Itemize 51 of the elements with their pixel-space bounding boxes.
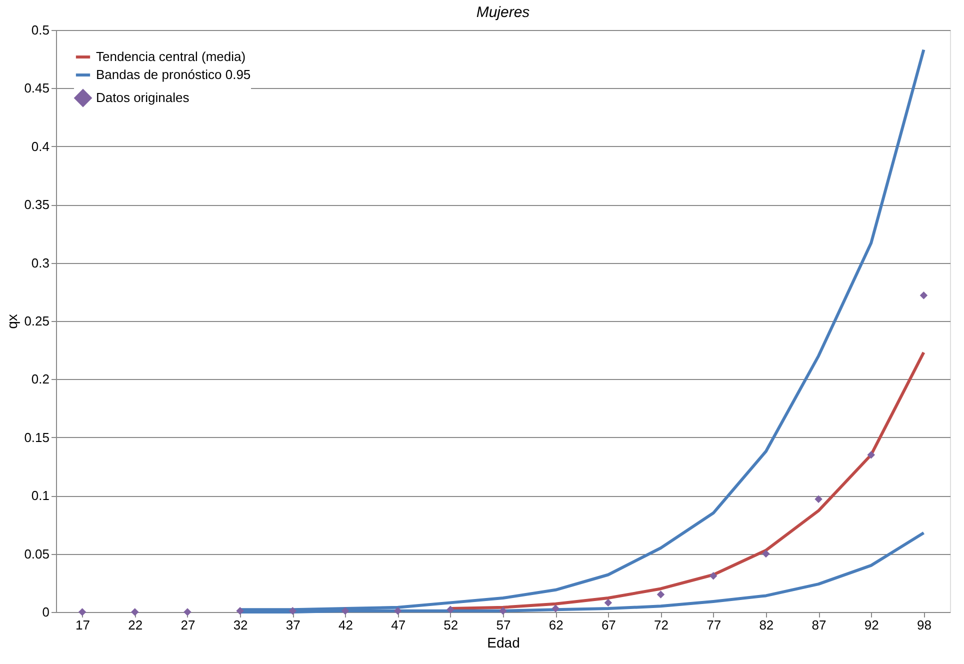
point <box>78 608 86 616</box>
point <box>656 590 665 598</box>
y-tick-label: 0.35 <box>24 197 50 212</box>
x-tick-label: 42 <box>338 618 353 632</box>
y-tick-label: 0.4 <box>31 138 50 154</box>
x-tick-label: 62 <box>548 618 564 632</box>
point <box>709 572 718 580</box>
point <box>288 606 297 615</box>
legend-label: Tendencia central (media) <box>96 49 246 64</box>
y-tick-label: 0.45 <box>24 80 50 96</box>
x-tick-label: 52 <box>444 618 458 632</box>
point <box>236 606 244 615</box>
x-tick-label: 32 <box>233 618 248 632</box>
x-tick-label: 22 <box>128 618 143 632</box>
x-tick-label: 98 <box>916 618 932 632</box>
y-tick-label: 0 <box>42 604 50 620</box>
y-tick-label: 0.25 <box>24 314 50 328</box>
x-tick-label: 77 <box>706 618 722 632</box>
y-tick-label: 0.1 <box>31 488 50 504</box>
point <box>867 450 875 459</box>
point <box>341 606 350 615</box>
y-tick-label: 0.3 <box>31 255 50 270</box>
point <box>446 606 454 614</box>
x-axis-title: Edad <box>487 634 520 650</box>
legend-label: Datos originales <box>96 90 190 105</box>
y-tick-label: 0.5 <box>31 22 50 38</box>
point <box>604 598 612 607</box>
point <box>394 606 402 615</box>
chart-title: Mujeres <box>476 4 530 21</box>
y-tick-label: 0.05 <box>24 546 50 562</box>
x-tick-label: 37 <box>286 618 300 632</box>
x-tick-label: 27 <box>180 618 196 632</box>
point <box>920 292 928 300</box>
y-tick-label: 0.2 <box>31 372 50 387</box>
legend-label: Bandas de pronóstico 0.95 <box>96 67 251 82</box>
x-tick-label: 67 <box>601 618 616 632</box>
x-tick-label: 72 <box>654 618 668 632</box>
y-tick-label: 0.15 <box>24 430 50 445</box>
point <box>184 608 192 616</box>
point <box>762 550 770 558</box>
x-tick-label: 82 <box>759 618 774 632</box>
x-tick-label: 92 <box>864 618 879 632</box>
x-tick-label: 87 <box>812 618 826 632</box>
point <box>499 606 507 615</box>
point <box>552 604 560 612</box>
x-tick-label: 47 <box>391 618 406 632</box>
point <box>131 608 139 616</box>
y-axis-title: qx <box>4 314 20 329</box>
x-tick-label: 17 <box>76 618 90 632</box>
point <box>814 495 822 503</box>
x-tick-label: 57 <box>496 618 511 632</box>
